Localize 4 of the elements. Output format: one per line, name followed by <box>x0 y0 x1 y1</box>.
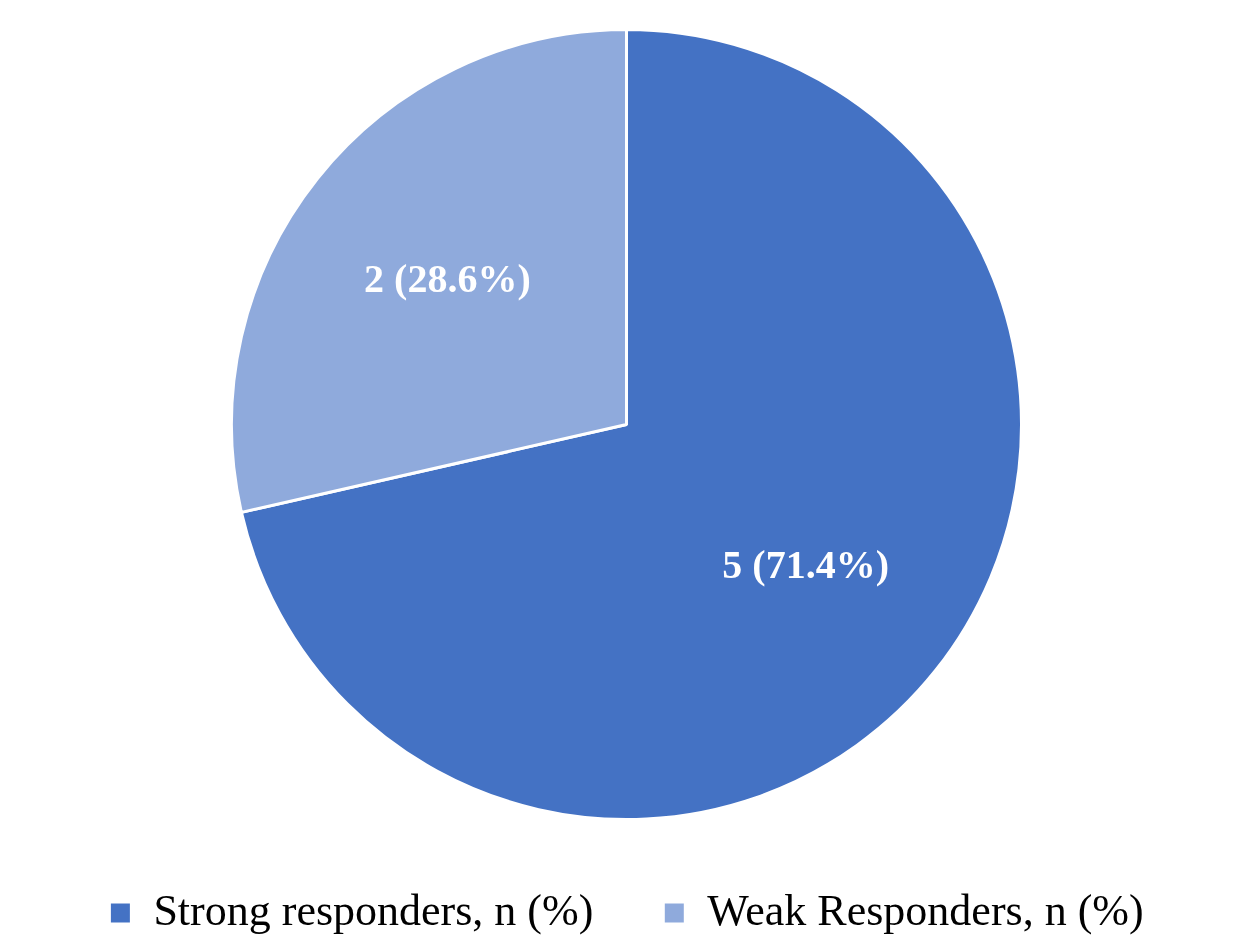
data-label: 5 (71.4%) <box>722 541 889 587</box>
legend-label: Weak Responders, n (%) <box>707 885 1144 935</box>
data-label: 2 (28.6%) <box>364 255 531 301</box>
legend-label: Strong responders, n (%) <box>153 885 594 935</box>
